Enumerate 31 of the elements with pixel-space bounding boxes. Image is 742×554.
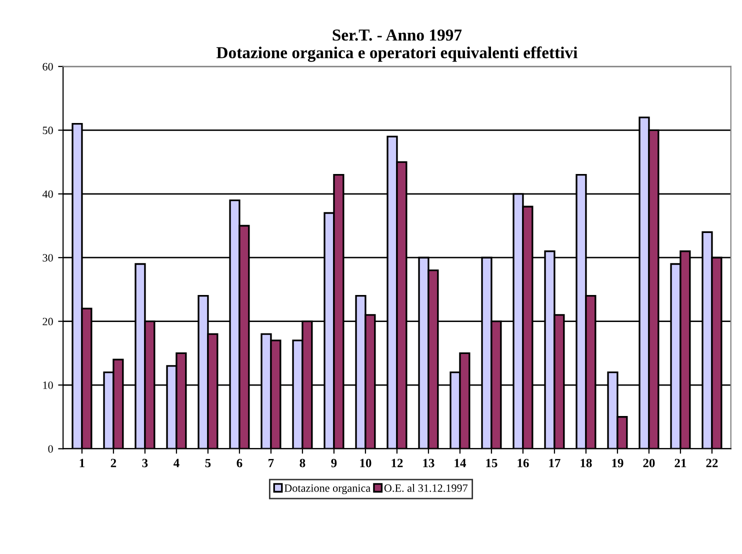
x-tick-label: 22 — [706, 458, 718, 468]
y-tick-label: 60 — [42, 62, 53, 70]
x-tick-label: 20 — [643, 458, 655, 468]
legend-label: O.E. al 31.12.1997 — [384, 484, 468, 492]
x-tick-label: 4 — [174, 458, 180, 468]
x-tick-label: 16 — [518, 458, 529, 468]
y-tick-label: 0 — [48, 445, 53, 453]
x-tick-label: 14 — [454, 458, 466, 468]
x-tick-label: 18 — [580, 458, 592, 468]
x-tick-label: 5 — [205, 458, 211, 468]
x-tick-label: 12 — [392, 458, 403, 468]
chart-title: Ser.T. - Anno 1997 Dotazione organica e operatori equivalenti effettivi — [216, 29, 578, 62]
y-tick-label: 40 — [42, 190, 53, 198]
x-tick-label: 21 — [674, 458, 686, 468]
y-tick-label: 30 — [42, 254, 53, 262]
legend-label: Dotazione organica — [284, 484, 370, 494]
y-tick-label: 10 — [43, 381, 53, 389]
x-tick-label: 6 — [236, 458, 242, 468]
x-tick-label: 1 — [80, 458, 84, 468]
x-tick-label: 7 — [268, 458, 274, 468]
x-tick-label: 8 — [300, 458, 306, 468]
x-tick-label: 17 — [549, 458, 560, 468]
x-tick-label: 9 — [331, 458, 337, 468]
x-tick-label: 13 — [423, 458, 434, 468]
y-tick-label: 20 — [42, 318, 53, 326]
x-tick-label: 10 — [360, 458, 372, 468]
x-tick-label: 15 — [486, 458, 498, 468]
y-tick-label: 50 — [42, 126, 53, 134]
x-tick-label: 2 — [110, 458, 116, 468]
x-tick-label: 19 — [612, 458, 624, 468]
x-tick-label: 3 — [142, 458, 148, 468]
